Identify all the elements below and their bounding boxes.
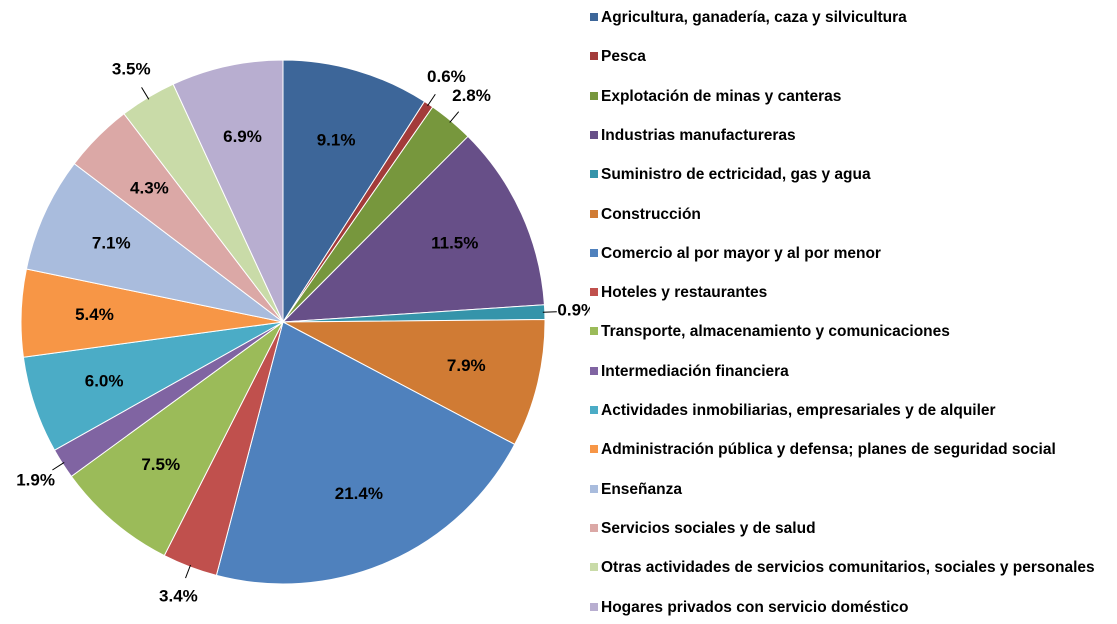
data-label: 6.0% — [85, 371, 124, 390]
legend-swatch — [590, 445, 598, 454]
pie-slice — [70, 321, 284, 557]
legend-item: Otras actividades de servicios comunitar… — [590, 560, 1114, 575]
data-label: 0.6% — [427, 67, 466, 86]
legend-label: Hogares privados con servicio doméstico — [601, 598, 909, 616]
data-label: 7.5% — [141, 455, 180, 474]
legend-item: Administración pública y defensa; planes… — [590, 441, 1114, 459]
data-label: 3.5% — [112, 60, 151, 79]
legend-swatch — [590, 288, 598, 297]
legend-label: Servicios sociales y de salud — [601, 519, 816, 537]
legend-label: Comercio al por mayor y al por menor — [601, 244, 881, 262]
legend-item: Servicios sociales y de salud — [590, 521, 1114, 536]
legend-swatch — [590, 209, 598, 218]
pie-slice — [215, 321, 516, 585]
leader-line — [427, 93, 436, 107]
legend-item: Transporte, almacenamiento y comunicacio… — [590, 323, 1114, 341]
legend-swatch — [590, 523, 598, 532]
legend-label: Industrias manufactureras — [601, 126, 796, 144]
data-label: 2.8% — [452, 86, 491, 105]
data-label: 21.4% — [335, 484, 383, 503]
legend-item: Explotación de minas y canteras — [590, 87, 1114, 105]
legend-swatch — [590, 91, 598, 100]
data-label: 4.3% — [130, 178, 169, 197]
data-label: 7.1% — [92, 233, 131, 252]
legend-label: Agricultura, ganadería, caza y silvicult… — [601, 9, 907, 26]
legend-item: Intermediación financiera — [590, 362, 1114, 380]
pie-slice — [172, 59, 284, 323]
legend-label: Suministro de ectricidad, gas y agua — [601, 166, 871, 184]
data-label: 3.4% — [159, 586, 198, 605]
leader-line — [185, 564, 191, 579]
legend-item: Comercio al por mayor y al por menor — [590, 246, 1114, 261]
legend-item: Hoteles y restaurantes — [590, 285, 1114, 300]
leader-line — [449, 111, 460, 123]
legend-swatch — [590, 602, 598, 611]
leader-line — [52, 462, 65, 471]
legend-item: Hogares privados con servicio doméstico — [590, 598, 1114, 616]
legend-label: Enseñanza — [601, 480, 682, 498]
legend-swatch — [590, 13, 598, 21]
legend-swatch — [590, 130, 598, 139]
pie-slice — [282, 319, 546, 446]
data-label: 6.9% — [223, 127, 262, 146]
legend-label: Pesca — [601, 48, 646, 66]
legend-label: Construcción — [601, 205, 701, 223]
legend-item: Pesca — [590, 48, 1114, 66]
legend-swatch — [590, 563, 598, 572]
legend-swatch — [590, 366, 598, 375]
legend-item: Actividades inmobiliarias, empresariales… — [590, 403, 1114, 418]
pie-slice — [282, 59, 426, 324]
legend-item: Industrias manufactureras — [590, 128, 1114, 143]
data-label: 7.9% — [447, 356, 486, 375]
legend-label: Actividades inmobiliarias, empresariales… — [601, 402, 996, 419]
legend-label: Intermediación financiera — [601, 362, 789, 380]
data-label: 0.9% — [557, 300, 590, 319]
legend-label: Transporte, almacenamiento y comunicacio… — [601, 323, 950, 341]
pie-slice — [25, 162, 284, 323]
legend-swatch — [590, 248, 598, 257]
leader-line — [141, 87, 150, 100]
legend-swatch — [590, 406, 598, 414]
legend-swatch — [590, 327, 598, 336]
data-label: 9.1% — [317, 130, 356, 149]
legend-label: Otras actividades de servicios comunitar… — [601, 559, 1095, 577]
legend-label: Hoteles y restaurantes — [601, 284, 768, 302]
legend-item: Suministro de ectricidad, gas y agua — [590, 167, 1114, 182]
legend-swatch — [590, 170, 598, 179]
legend-label: Explotación de minas y canteras — [601, 87, 842, 105]
legend-swatch — [590, 52, 598, 61]
legend-item: Construcción — [590, 205, 1114, 223]
leader-line — [542, 311, 557, 313]
pie-slice — [281, 135, 545, 323]
legend-item: Agricultura, ganadería, caza y silvicult… — [590, 10, 1114, 25]
legend-label: Administración pública y defensa; planes… — [601, 441, 1056, 459]
data-label: 11.5% — [431, 233, 478, 252]
legend-swatch — [590, 484, 598, 493]
data-label: 1.9% — [16, 470, 55, 489]
pie-area: 9.1% 0.6%2.8% 11.5% 0.9% 7.9% 21.4% 3.4% 7.5% 1.… — [16, 59, 590, 605]
legend-item: Enseñanza — [590, 480, 1114, 498]
data-label: 5.4% — [75, 305, 114, 324]
